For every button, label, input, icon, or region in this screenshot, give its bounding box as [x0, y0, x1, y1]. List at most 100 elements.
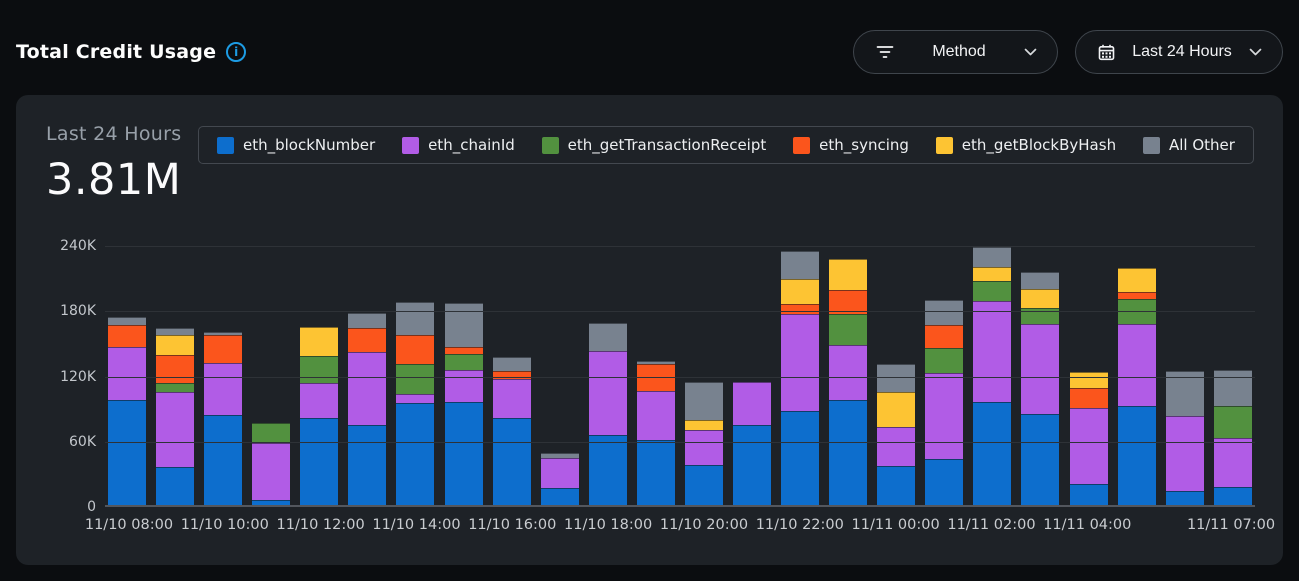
- bar-segment-eth_chainId[interactable]: [300, 383, 339, 418]
- bar-segment-eth_blockNumber[interactable]: [156, 466, 195, 505]
- bar-segment-eth_syncing[interactable]: [396, 335, 435, 364]
- bar-segment-eth_syncing[interactable]: [829, 289, 868, 314]
- bar[interactable]: [925, 299, 964, 505]
- bar-segment-eth_getTransactionReceipt[interactable]: [444, 353, 483, 371]
- bar-segment-eth_blockNumber[interactable]: [925, 459, 964, 505]
- bar-segment-All Other[interactable]: [684, 382, 723, 421]
- bar[interactable]: [156, 327, 195, 505]
- bar-segment-eth_syncing[interactable]: [492, 371, 531, 379]
- bar-segment-All Other[interactable]: [108, 316, 146, 325]
- bar-segment-eth_getTransactionReceipt[interactable]: [925, 348, 964, 374]
- bar[interactable]: [877, 363, 916, 505]
- bar-segment-eth_chainId[interactable]: [252, 443, 291, 500]
- bar[interactable]: [204, 332, 243, 505]
- bar[interactable]: [540, 452, 579, 505]
- bar-segment-eth_blockNumber[interactable]: [444, 401, 483, 505]
- bar-segment-eth_blockNumber[interactable]: [829, 399, 868, 505]
- bar[interactable]: [396, 301, 435, 505]
- legend-item[interactable]: All Other: [1142, 136, 1235, 154]
- bar-segment-eth_getTransactionReceipt[interactable]: [829, 313, 868, 346]
- method-dropdown[interactable]: Method: [853, 30, 1058, 74]
- bar[interactable]: [444, 302, 483, 505]
- bar-segment-eth_syncing[interactable]: [925, 324, 964, 349]
- bar-segment-eth_chainId[interactable]: [396, 394, 435, 403]
- bar-segment-eth_blockNumber[interactable]: [108, 399, 146, 505]
- bar[interactable]: [252, 423, 291, 505]
- bar-segment-eth_getTransactionReceipt[interactable]: [156, 383, 195, 392]
- bar-segment-eth_getTransactionReceipt[interactable]: [252, 423, 291, 444]
- legend-item[interactable]: eth_getBlockByHash: [935, 136, 1116, 154]
- bar-segment-eth_getTransactionReceipt[interactable]: [973, 281, 1012, 301]
- bar-segment-eth_getBlockByHash[interactable]: [156, 335, 195, 355]
- info-icon[interactable]: i: [226, 42, 247, 62]
- bar-segment-eth_getBlockByHash[interactable]: [684, 420, 723, 430]
- bar-segment-eth_chainId[interactable]: [781, 313, 820, 412]
- bar-segment-eth_chainId[interactable]: [877, 426, 916, 466]
- bar-segment-eth_chainId[interactable]: [444, 370, 483, 402]
- bar-segment-All Other[interactable]: [781, 250, 820, 279]
- bar-segment-eth_syncing[interactable]: [348, 327, 387, 352]
- bar-segment-eth_getBlockByHash[interactable]: [973, 266, 1012, 281]
- bar-segment-All Other[interactable]: [156, 327, 195, 336]
- bar[interactable]: [1069, 372, 1108, 505]
- bar[interactable]: [1021, 272, 1060, 505]
- bar-segment-All Other[interactable]: [588, 323, 627, 351]
- bar-segment-eth_chainId[interactable]: [1021, 324, 1060, 414]
- legend-item[interactable]: eth_blockNumber: [217, 136, 375, 154]
- bar-segment-eth_chainId[interactable]: [1069, 408, 1108, 485]
- bar-segment-eth_blockNumber[interactable]: [1117, 406, 1156, 505]
- bar-segment-eth_chainId[interactable]: [636, 390, 675, 440]
- bar-segment-eth_getBlockByHash[interactable]: [829, 259, 868, 290]
- bar-segment-eth_chainId[interactable]: [108, 347, 146, 400]
- bar[interactable]: [588, 323, 627, 505]
- bar-segment-All Other[interactable]: [1165, 371, 1204, 416]
- legend-item[interactable]: eth_chainId: [402, 136, 515, 154]
- bar-segment-eth_getBlockByHash[interactable]: [781, 278, 820, 304]
- bar-segment-eth_blockNumber[interactable]: [1213, 486, 1252, 505]
- bar[interactable]: [492, 357, 531, 505]
- bar-segment-eth_chainId[interactable]: [829, 345, 868, 400]
- bar-segment-eth_blockNumber[interactable]: [252, 499, 291, 505]
- bar[interactable]: [684, 382, 723, 505]
- bar-segment-eth_getBlockByHash[interactable]: [1117, 267, 1156, 292]
- date-range-dropdown[interactable]: Last 24 Hours: [1075, 30, 1283, 74]
- bar[interactable]: [829, 259, 868, 505]
- bar-segment-eth_getTransactionReceipt[interactable]: [1021, 308, 1060, 325]
- bar-segment-All Other[interactable]: [444, 302, 483, 348]
- bar-segment-eth_blockNumber[interactable]: [1165, 490, 1204, 505]
- bar-segment-eth_syncing[interactable]: [156, 354, 195, 384]
- bar[interactable]: [108, 316, 146, 505]
- bar-segment-All Other[interactable]: [1021, 272, 1060, 289]
- bar[interactable]: [636, 361, 675, 505]
- bar-segment-eth_blockNumber[interactable]: [588, 435, 627, 505]
- bar-segment-eth_blockNumber[interactable]: [1021, 413, 1060, 505]
- bar-segment-eth_getTransactionReceipt[interactable]: [1213, 406, 1252, 438]
- bar[interactable]: [1165, 371, 1204, 505]
- bar[interactable]: [781, 250, 820, 505]
- bar-segment-eth_getTransactionReceipt[interactable]: [300, 356, 339, 384]
- bar-segment-eth_syncing[interactable]: [781, 303, 820, 314]
- bar-segment-eth_getTransactionReceipt[interactable]: [396, 363, 435, 395]
- bar-segment-eth_blockNumber[interactable]: [973, 401, 1012, 505]
- bar-segment-eth_chainId[interactable]: [588, 350, 627, 436]
- bar-segment-All Other[interactable]: [348, 312, 387, 328]
- bar-segment-eth_blockNumber[interactable]: [684, 464, 723, 505]
- bar[interactable]: [973, 247, 1012, 505]
- bar-segment-eth_blockNumber[interactable]: [877, 465, 916, 505]
- bar-segment-eth_chainId[interactable]: [925, 373, 964, 460]
- bar-segment-All Other[interactable]: [973, 247, 1012, 267]
- bar-segment-eth_chainId[interactable]: [1213, 437, 1252, 487]
- bar[interactable]: [348, 312, 387, 505]
- bar-segment-eth_blockNumber[interactable]: [781, 411, 820, 505]
- bar-segment-eth_chainId[interactable]: [204, 362, 243, 415]
- bar-segment-All Other[interactable]: [877, 363, 916, 392]
- bar-segment-eth_blockNumber[interactable]: [396, 402, 435, 505]
- bar-segment-eth_chainId[interactable]: [540, 458, 579, 488]
- bar-segment-All Other[interactable]: [540, 452, 579, 459]
- bar-segment-eth_getBlockByHash[interactable]: [300, 326, 339, 357]
- bar-segment-eth_chainId[interactable]: [684, 429, 723, 465]
- bar-segment-eth_syncing[interactable]: [444, 347, 483, 354]
- bar-segment-eth_blockNumber[interactable]: [733, 424, 772, 505]
- bar-segment-eth_getBlockByHash[interactable]: [1021, 288, 1060, 309]
- bar[interactable]: [1117, 267, 1156, 505]
